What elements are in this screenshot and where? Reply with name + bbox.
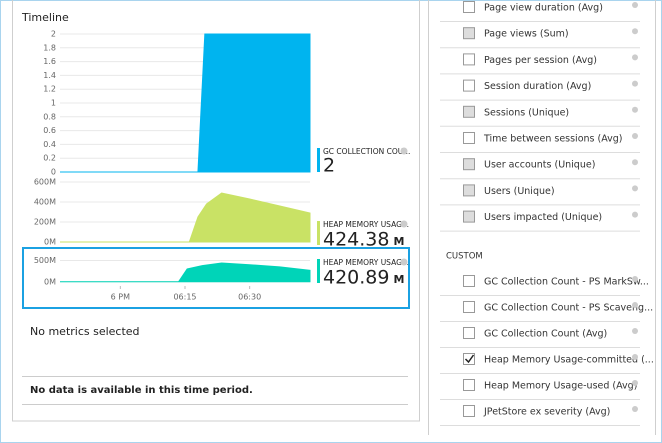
metric-label[interactable]: GC Collection Count - PS Scaveng... [484,303,653,314]
y-tick-label: 0.4 [43,140,56,149]
info-icon[interactable] [632,354,638,360]
y-tick-label: 400M [34,198,56,207]
current-value: 420.89 [323,267,389,289]
info-icon[interactable] [632,380,638,386]
y-tick-label: 1 [51,99,56,108]
checkbox [463,158,475,171]
metric-label[interactable]: Heap Memory Usage-committed (... [484,355,654,366]
metric-label[interactable]: Pages per session (Avg) [484,55,597,66]
info-icon[interactable] [400,258,408,266]
info-icon[interactable] [632,54,638,61]
info-icon[interactable] [632,2,638,8]
metric-label[interactable]: GC Collection Count (Avg) [484,329,607,340]
checkbox[interactable] [463,1,475,13]
metric-label[interactable]: Page view duration (Avg) [484,3,603,14]
x-tick-label: 6 PM [111,293,130,302]
no-data-message: No data is available in this time period… [30,385,253,396]
y-tick-label: 500M [34,256,56,265]
checkbox[interactable] [463,379,475,391]
y-tick-label: 0.8 [43,112,56,121]
info-icon[interactable] [632,28,638,35]
section-heading: CUSTOM [446,252,483,262]
checkbox [463,184,475,197]
info-icon[interactable] [400,220,408,228]
selection-frame[interactable] [22,247,410,309]
legend-swatch [317,259,320,283]
checkmark [464,354,475,364]
legend-swatch [317,221,320,245]
info-icon[interactable] [632,276,638,282]
info-icon[interactable] [632,133,638,139]
metric-label[interactable]: JPetStore ex severity (Avg) [483,407,610,418]
y-tick-label: 0 [51,168,56,177]
x-tick-label: 06:30 [238,293,261,302]
y-tick-label: 600M [34,178,56,187]
x-tick-label: 06:15 [173,293,196,302]
info-icon[interactable] [632,302,638,308]
y-tick-label: 0M [44,277,56,286]
metric-label[interactable]: Heap Memory Usage-used (Avg) [484,381,637,392]
info-icon[interactable] [632,80,638,87]
metric-label[interactable]: GC Collection Count - PS MarkSw... [484,277,649,288]
checkbox[interactable] [463,353,475,365]
y-tick-label: 0.2 [43,154,56,163]
y-tick-label: 1.6 [43,57,56,66]
info-icon[interactable] [632,211,638,218]
info-icon[interactable] [632,328,638,334]
area [60,192,311,243]
checkbox [463,27,475,40]
metric-label[interactable]: Time between sessions (Avg) [483,134,623,145]
metric-label[interactable]: Users impacted (Unique) [484,212,602,223]
y-tick-label: 1.8 [43,43,56,52]
current-value: 2 [323,155,335,177]
y-tick-label: 0M [44,238,56,247]
y-tick-label: 2 [51,30,56,39]
legend-name: HEAP MEMORY USAG... [323,258,409,267]
checkbox [463,210,475,223]
metric-label[interactable]: Sessions (Unique) [484,107,569,118]
checkbox[interactable] [463,79,475,92]
info-icon[interactable] [632,106,638,113]
checkbox[interactable] [463,405,475,417]
checkbox[interactable] [463,275,475,287]
current-value: 424.38 [323,229,389,251]
timeline-title: Timeline [21,11,69,24]
legend-name: GC COLLECTION COU... [323,147,410,156]
area [60,262,311,283]
legend-swatch [317,148,320,172]
info-icon[interactable] [400,147,408,155]
checkbox [463,105,475,118]
legend-name: HEAP MEMORY USAG... [323,220,409,229]
y-tick-label: 1.2 [43,85,56,94]
value-unit: M [393,235,404,248]
area [60,33,311,173]
info-icon[interactable] [632,406,638,412]
y-tick-label: 0.6 [43,126,56,135]
checkbox[interactable] [463,53,475,66]
y-tick-label: 1.4 [43,71,56,80]
info-icon[interactable] [632,185,638,192]
value-unit: M [393,273,404,286]
timeline-panel [12,0,420,422]
y-tick-label: 200M [34,218,56,227]
info-icon[interactable] [632,159,638,166]
metric-label[interactable]: Page views (Sum) [484,29,569,40]
checkbox[interactable] [463,132,475,144]
empty-message: No metrics selected [30,325,140,338]
metric-label[interactable]: Session duration (Avg) [484,81,591,92]
metric-label[interactable]: Users (Unique) [484,186,555,197]
metric-label[interactable]: User accounts (Unique) [484,160,595,171]
checkbox[interactable] [463,327,475,339]
checkbox[interactable] [463,301,475,313]
